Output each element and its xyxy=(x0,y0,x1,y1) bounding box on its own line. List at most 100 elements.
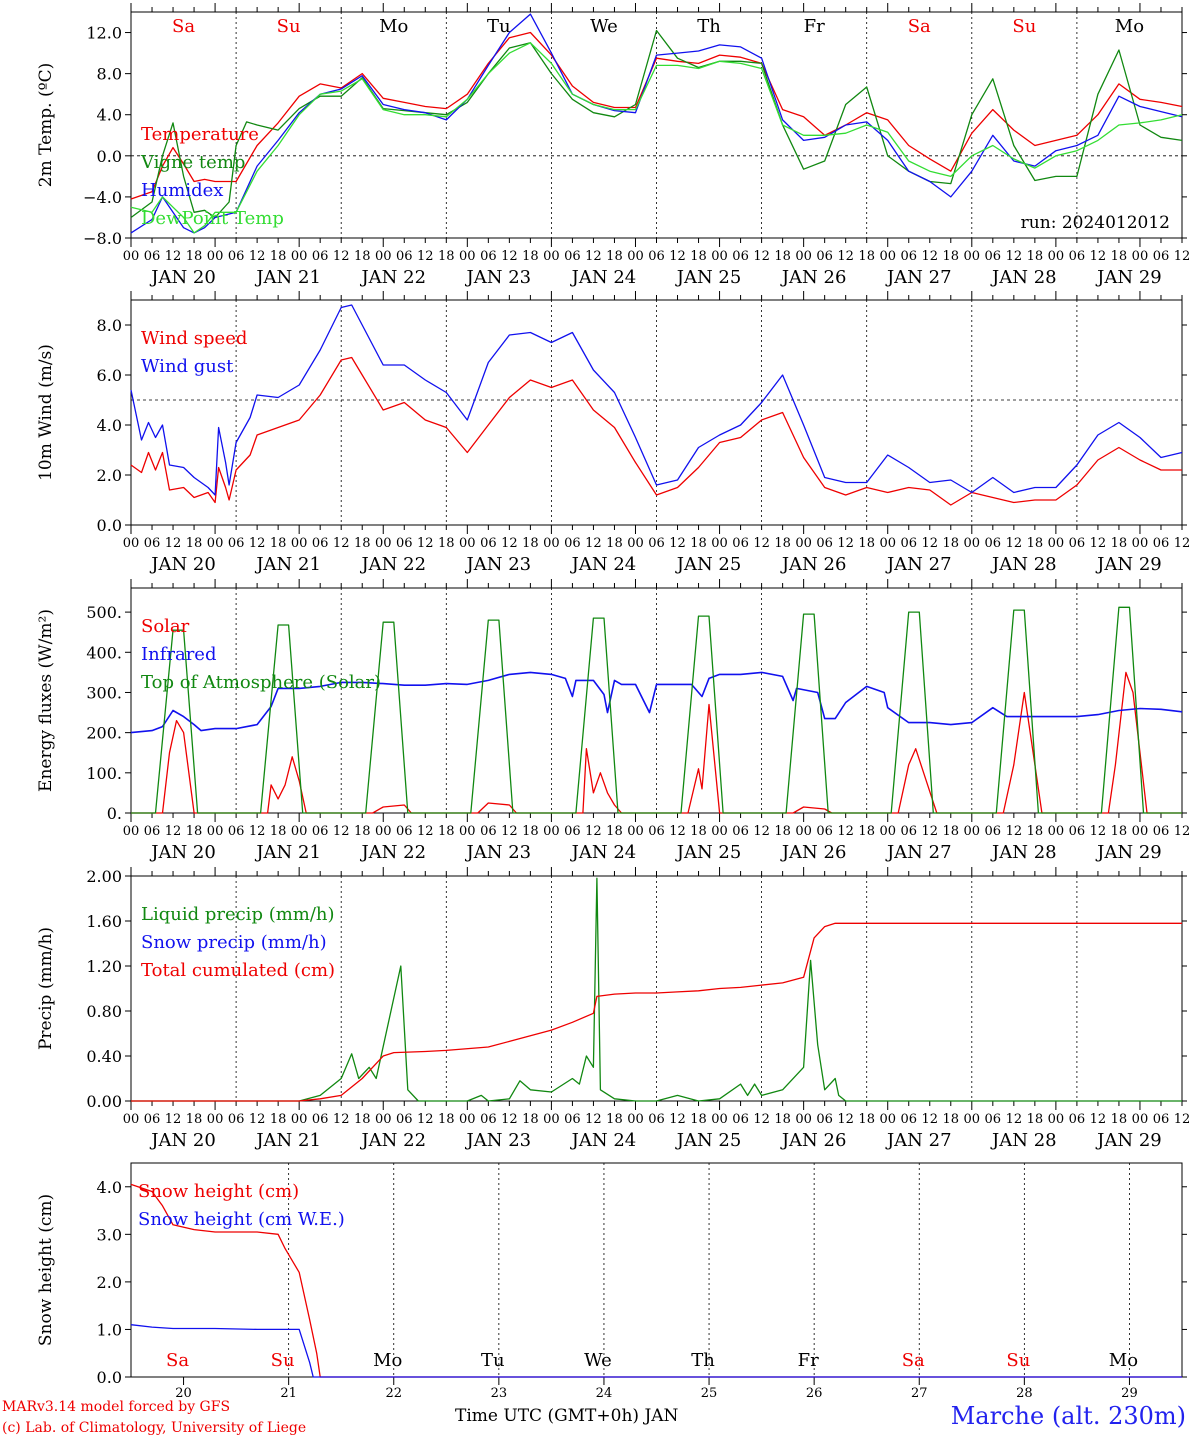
hour-tick-label: 00 xyxy=(964,1112,981,1127)
hour-tick-label: 06 xyxy=(144,536,161,551)
date-label: JAN 20 xyxy=(149,267,216,288)
hour-tick-label: 06 xyxy=(480,1112,497,1127)
hour-tick-label: 00 xyxy=(459,824,476,839)
hour-tick-label: 18 xyxy=(943,824,960,839)
hour-tick-label: 00 xyxy=(711,1112,728,1127)
hour-tick-label: 12 xyxy=(585,249,602,264)
hour-tick-label: 06 xyxy=(312,536,329,551)
date-label: JAN 25 xyxy=(675,267,742,288)
y-tick-label: 8.0 xyxy=(97,65,122,84)
series-line xyxy=(131,671,1182,814)
hour-tick-label: 00 xyxy=(879,249,896,264)
day-number-label: 26 xyxy=(806,1386,823,1401)
day-name: Th xyxy=(697,16,721,37)
date-label: JAN 20 xyxy=(149,1130,216,1151)
hour-tick-label: 18 xyxy=(774,824,791,839)
day-name: Mo xyxy=(373,1350,402,1371)
day-name: Th xyxy=(691,1350,715,1371)
y-tick-label: 0.40 xyxy=(86,1047,122,1066)
hour-tick-label: 06 xyxy=(648,1112,665,1127)
hour-tick-label: 12 xyxy=(501,824,518,839)
hour-tick-label: 12 xyxy=(1090,1112,1107,1127)
y-axis-label: 2m Temp. (ºC) xyxy=(36,63,56,188)
hour-tick-label: 00 xyxy=(627,824,644,839)
hour-tick-label: 12 xyxy=(585,824,602,839)
hour-tick-label: 12 xyxy=(333,1112,350,1127)
y-tick-label: 2.0 xyxy=(97,466,122,485)
hour-tick-label: 06 xyxy=(1153,824,1170,839)
hour-tick-label: 00 xyxy=(375,249,392,264)
date-label: JAN 21 xyxy=(254,1130,321,1151)
legend-entry: Snow precip (mm/h) xyxy=(141,932,327,953)
day-name: Sa xyxy=(902,1350,925,1371)
hour-tick-label: 12 xyxy=(1174,1112,1191,1127)
hour-tick-label: 06 xyxy=(732,824,749,839)
hour-tick-label: 18 xyxy=(774,249,791,264)
y-axis-label: Snow height (cm) xyxy=(36,1194,56,1346)
hour-tick-label: 12 xyxy=(1174,536,1191,551)
hour-tick-label: 12 xyxy=(417,249,434,264)
hour-tick-label: 12 xyxy=(333,536,350,551)
hour-tick-label: 12 xyxy=(921,249,938,264)
day-name: Su xyxy=(1006,1350,1030,1371)
hour-tick-label: 12 xyxy=(333,824,350,839)
legend-entry: Solar xyxy=(141,616,190,637)
hour-tick-label: 00 xyxy=(207,249,224,264)
hour-tick-label: 18 xyxy=(774,536,791,551)
hour-tick-label: 18 xyxy=(270,249,287,264)
y-tick-label: 1.0 xyxy=(97,1320,122,1339)
hour-tick-label: 18 xyxy=(606,536,623,551)
legend-entry: Humidex xyxy=(141,180,223,201)
y-tick-label: 0.80 xyxy=(86,1002,122,1021)
model-credit: MARv3.14 model forced by GFS xyxy=(2,1399,231,1415)
date-label: JAN 26 xyxy=(780,842,847,863)
hour-tick-label: 00 xyxy=(1132,536,1149,551)
legend-entry: Liquid precip (mm/h) xyxy=(141,904,335,925)
hour-tick-label: 00 xyxy=(291,536,308,551)
hour-tick-label: 18 xyxy=(690,536,707,551)
hour-tick-label: 18 xyxy=(186,824,203,839)
y-tick-label: 1.60 xyxy=(86,912,122,931)
y-tick-label: 3.0 xyxy=(97,1225,122,1244)
hour-tick-label: 12 xyxy=(669,536,686,551)
day-name: Sa xyxy=(172,16,195,37)
hour-tick-label: 06 xyxy=(480,536,497,551)
hour-tick-label: 00 xyxy=(459,536,476,551)
hour-tick-label: 18 xyxy=(858,536,875,551)
hour-tick-label: 18 xyxy=(522,536,539,551)
hour-tick-label: 12 xyxy=(1090,536,1107,551)
time-axis-label: Time UTC (GMT+0h) JAN xyxy=(455,1406,679,1426)
hour-tick-label: 00 xyxy=(795,536,812,551)
date-label: JAN 29 xyxy=(1095,267,1162,288)
day-name: We xyxy=(584,1350,612,1371)
hour-tick-label: 18 xyxy=(522,1112,539,1127)
date-label: JAN 27 xyxy=(885,1130,952,1151)
hour-tick-label: 06 xyxy=(985,249,1002,264)
day-number-label: 24 xyxy=(596,1386,613,1401)
series-line xyxy=(130,29,1183,219)
hour-tick-label: 18 xyxy=(858,1112,875,1127)
hour-tick-label: 06 xyxy=(228,824,245,839)
hour-tick-label: 18 xyxy=(354,249,371,264)
day-number-label: 29 xyxy=(1121,1386,1138,1401)
y-tick-label: 0.0 xyxy=(97,1368,122,1387)
hour-tick-label: 12 xyxy=(501,249,518,264)
lab-credit: (c) Lab. of Climatology, University of L… xyxy=(2,1420,307,1436)
day-number-label: 21 xyxy=(280,1386,297,1401)
date-label: JAN 26 xyxy=(780,1130,847,1151)
series-line xyxy=(131,877,1182,1102)
hour-tick-label: 00 xyxy=(1132,249,1149,264)
hour-tick-label: 06 xyxy=(228,249,245,264)
hour-tick-label: 18 xyxy=(354,824,371,839)
day-number-label: 22 xyxy=(385,1386,402,1401)
hour-tick-label: 18 xyxy=(690,824,707,839)
hour-tick-label: 06 xyxy=(480,824,497,839)
hour-tick-label: 00 xyxy=(1048,1112,1065,1127)
date-label: JAN 26 xyxy=(780,554,847,575)
hour-tick-label: 06 xyxy=(816,824,833,839)
hour-tick-label: 06 xyxy=(1069,536,1086,551)
date-label: JAN 29 xyxy=(1095,1130,1162,1151)
date-label: JAN 22 xyxy=(359,267,426,288)
